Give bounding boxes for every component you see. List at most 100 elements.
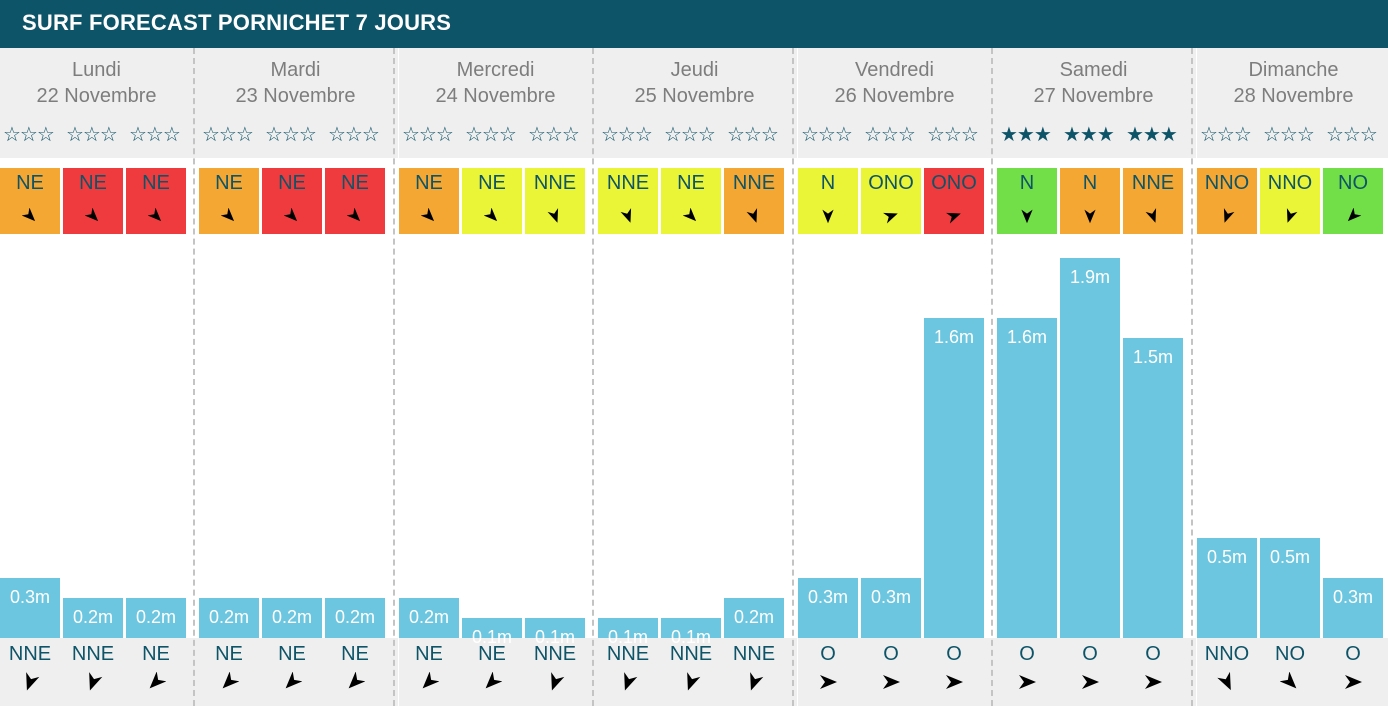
swell-direction-label: NE [215, 643, 243, 665]
day-separator [792, 48, 794, 706]
wind-direction-label: NE [215, 172, 243, 194]
wind-direction-arrow-icon [1021, 209, 1033, 224]
wind-direction-arrow-icon [221, 208, 235, 222]
wave-height-label: 0.5m [1269, 547, 1311, 567]
wind-direction-arrow-icon [22, 208, 36, 222]
swell-direction-arrow-icon [624, 672, 638, 691]
day-name: Dimanche [1248, 59, 1339, 81]
rating-stars-empty: ☆☆☆ [3, 124, 55, 146]
wave-height-bar [1060, 258, 1120, 638]
swell-direction-arrow-icon [26, 672, 40, 691]
swell-direction-arrow-icon [285, 672, 302, 689]
day-date: 22 Novembre [36, 85, 157, 107]
day-column: Jeudi 25 Novembre ☆☆☆ NNE 0.1m NNE ☆☆☆ NE 0.1m NN… [598, 48, 797, 706]
day-header-band [199, 48, 398, 158]
swell-direction-arrow-icon [1082, 675, 1099, 689]
wind-direction-label: NNE [533, 172, 577, 194]
swell-direction-label: O [1345, 643, 1361, 665]
swell-direction-label: O [883, 643, 899, 665]
forecast-chart: Lundi 22 Novembre ☆☆☆ NE 0.3m NNE ☆☆☆ NE 0.2m NNE… [0, 48, 1388, 706]
forecast-header: SURF FORECAST PORNICHET 7 JOURS [0, 0, 1388, 48]
wind-direction-label: N [1019, 172, 1035, 194]
wind-box: NE [262, 168, 322, 234]
wave-height-bar [997, 318, 1057, 638]
swell-direction-label: NNE [669, 643, 713, 665]
wave-height-bar [199, 598, 259, 638]
wind-box: NE [0, 168, 60, 234]
day-date: 26 Novembre [834, 85, 955, 107]
day-date: 28 Novembre [1233, 85, 1354, 107]
rating-stars-empty: ☆☆☆ [801, 124, 853, 146]
wind-box: ONO [924, 168, 984, 234]
swell-direction-arrow-icon [1280, 672, 1297, 689]
wind-direction-arrow-icon [1347, 208, 1361, 222]
wind-box: NE [199, 168, 259, 234]
rating-stars-empty: ☆☆☆ [202, 124, 254, 146]
rating-stars-empty: ☆☆☆ [66, 124, 118, 146]
day-name: Mercredi [456, 59, 535, 81]
wave-height-label: 0.2m [271, 607, 313, 627]
wind-direction-arrow-icon [683, 208, 697, 222]
day-date: 24 Novembre [435, 85, 556, 107]
wave-height-bar [598, 618, 658, 638]
wind-direction-arrow-icon [547, 208, 559, 223]
wind-direction-label: NNE [606, 172, 650, 194]
wind-box: NNO [1197, 168, 1257, 234]
swell-direction-label: NNE [732, 643, 776, 665]
swell-direction-label: O [946, 643, 962, 665]
swell-direction-arrow-icon [348, 672, 365, 689]
wind-direction-label: NE [415, 172, 443, 194]
wave-height-bar [399, 598, 459, 638]
day-header-band [798, 48, 997, 158]
rating-stars-empty: ☆☆☆ [927, 124, 979, 146]
day-name: Vendredi [855, 59, 934, 81]
wave-height-label: 0.3m [9, 587, 51, 607]
rating-stars-filled: ★★★ [1000, 124, 1052, 146]
wind-direction-arrow-icon [1084, 209, 1096, 224]
wind-box: NNE [525, 168, 585, 234]
rating-stars-empty: ☆☆☆ [402, 124, 454, 146]
swell-direction-arrow-icon [222, 672, 239, 689]
wind-box: NNO [1260, 168, 1320, 234]
wave-height-bar [262, 598, 322, 638]
swell-direction-arrow-icon [485, 672, 502, 689]
swell-direction-arrow-icon [149, 672, 166, 689]
wind-direction-arrow-icon [883, 212, 898, 224]
wave-height-bar [1323, 578, 1383, 638]
swell-direction-label: NO [1275, 643, 1305, 665]
wave-height-label: 0.5m [1206, 547, 1248, 567]
wave-height-bar [325, 598, 385, 638]
wind-direction-label: NNO [1267, 172, 1313, 194]
rating-stars-empty: ☆☆☆ [1200, 124, 1252, 146]
rating-stars-empty: ☆☆☆ [864, 124, 916, 146]
wave-height-bar [1260, 538, 1320, 638]
wave-height-label: 0.3m [1332, 587, 1374, 607]
swell-direction-label: O [1145, 643, 1161, 665]
wave-height-label: 0.2m [208, 607, 250, 627]
swell-direction-label: NNE [71, 643, 115, 665]
day-name: Mardi [270, 59, 321, 81]
wind-direction-label: ONO [931, 172, 977, 194]
day-column: Lundi 22 Novembre ☆☆☆ NE 0.3m NNE ☆☆☆ NE 0.2m NNE… [0, 48, 199, 706]
swell-direction-arrow-icon [1217, 672, 1231, 691]
wind-direction-label: NE [142, 172, 170, 194]
wind-direction-arrow-icon [1223, 208, 1235, 223]
rating-stars-filled: ★★★ [1126, 124, 1178, 146]
swell-band [399, 638, 598, 706]
wave-height-label: 1.6m [933, 327, 975, 347]
wind-box: N [997, 168, 1057, 234]
day-column: Samedi 27 Novembre ★★★ N 1.6m O ★★★ N 1.9m O ★★★ NN… [997, 48, 1196, 706]
wind-box: NNE [724, 168, 784, 234]
rating-stars-empty: ☆☆☆ [528, 124, 580, 146]
day-separator [592, 48, 594, 706]
wind-box: NE [661, 168, 721, 234]
day-column: Mercredi 24 Novembre ☆☆☆ NE 0.2m NE ☆☆☆ NE 0.1m N… [399, 48, 598, 706]
wind-direction-label: ONO [868, 172, 914, 194]
wave-height-bar [462, 618, 522, 638]
wave-height-bar [798, 578, 858, 638]
wind-direction-arrow-icon [484, 208, 498, 222]
wave-height-label: 0.2m [135, 607, 177, 627]
wave-height-label: 0.1m [607, 627, 649, 647]
wind-box: NNE [1123, 168, 1183, 234]
wave-height-label: 0.2m [72, 607, 114, 627]
